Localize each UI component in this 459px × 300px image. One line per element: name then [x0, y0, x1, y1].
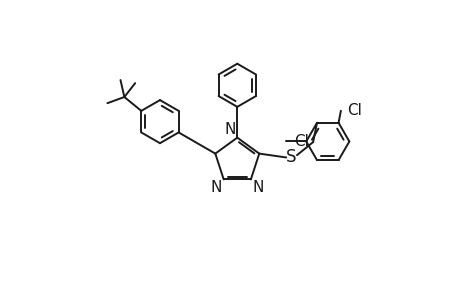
Text: N: N — [210, 180, 222, 195]
Text: N: N — [224, 122, 235, 137]
Text: Cl: Cl — [293, 134, 308, 149]
Text: N: N — [252, 180, 263, 195]
Text: S: S — [285, 148, 296, 166]
Text: Cl: Cl — [346, 103, 361, 118]
